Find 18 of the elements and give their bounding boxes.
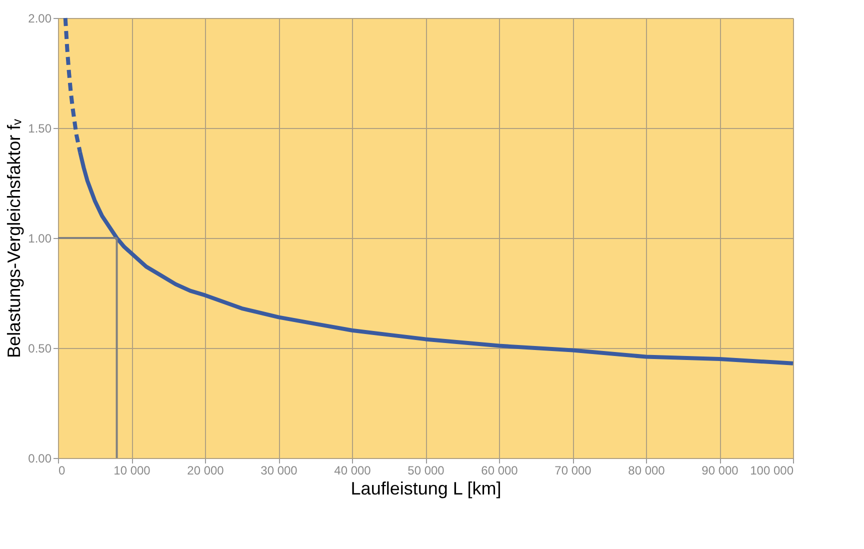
- y-tick-label: 1.00: [28, 232, 52, 246]
- x-tick-label: 30 000: [260, 464, 298, 478]
- x-tick-label: 90 000: [702, 464, 739, 478]
- x-tick-label: 80 000: [628, 464, 666, 478]
- y-tick-label: 0.50: [28, 342, 52, 356]
- x-tick-label: 70 000: [554, 464, 592, 478]
- x-tick-label: 20 000: [187, 464, 224, 478]
- y-tick-label: 2.00: [28, 12, 52, 26]
- x-tick-label: 60 000: [481, 464, 518, 478]
- x-tick-label: 0: [58, 464, 66, 478]
- x-tick-label: 40 000: [334, 464, 372, 478]
- y-tick-label: 0.00: [28, 452, 52, 466]
- y-axis-title: Belastungs-Vergleichsfaktor fᵥ: [4, 118, 24, 358]
- x-axis-title: Laufleistung L [km]: [350, 478, 502, 498]
- x-tick-label: 50 000: [408, 464, 445, 478]
- x-tick-label: 100 000: [750, 464, 794, 478]
- x-tick-label: 10 000: [114, 464, 151, 478]
- y-tick-label: 1.50: [28, 122, 52, 136]
